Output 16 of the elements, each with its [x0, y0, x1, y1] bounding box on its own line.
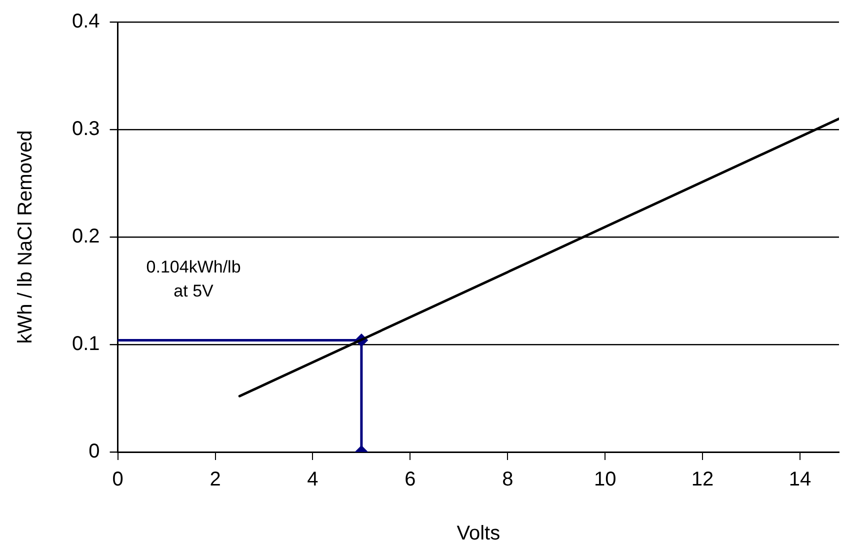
- y-tick-label: 0.4: [72, 10, 100, 33]
- x-tick-label: 10: [594, 468, 616, 491]
- y-axis-title: kWh / lb NaCl Removed: [14, 130, 37, 344]
- x-axis-title: Volts: [456, 522, 500, 545]
- x-tick-label: 0: [112, 468, 124, 491]
- x-tick-label: 8: [502, 468, 514, 491]
- x-tick-label: 14: [788, 468, 812, 491]
- x-tick-label: 2: [210, 468, 221, 491]
- x-tick-label: 6: [404, 468, 416, 491]
- y-tick-label: 0.3: [72, 118, 100, 140]
- y-tick-label: 0.2: [72, 226, 100, 248]
- x-tick-label: 4: [307, 468, 318, 491]
- annotation: 0.104kWh/lb at 5V: [146, 258, 241, 301]
- x-tick-label: 12: [691, 468, 714, 491]
- y-tick-label: 0.1: [72, 333, 100, 356]
- y-tick-label: 0: [88, 440, 100, 463]
